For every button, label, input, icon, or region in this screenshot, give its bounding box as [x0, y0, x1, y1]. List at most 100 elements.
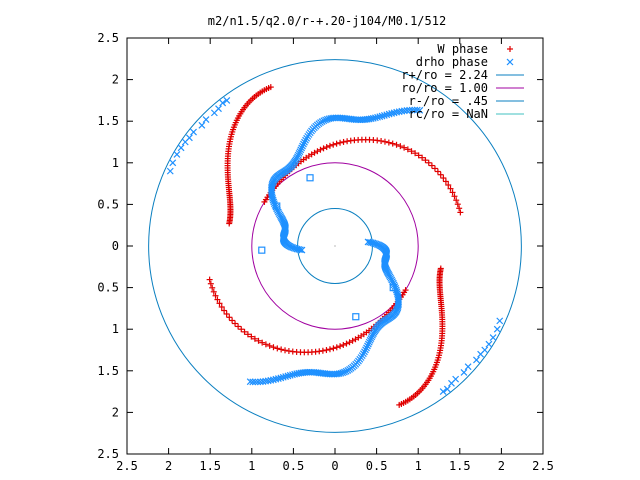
- w-phase-point: [210, 288, 217, 295]
- drho-phase-point: [477, 350, 485, 358]
- y-tick-label: 2.5: [97, 31, 119, 45]
- drho-phase-point: [198, 121, 206, 129]
- axis-ticks: 2.5 2 1.5 1 0.5 0 0.5 1 1.5 2 2.52.521.510.500.511…: [97, 31, 554, 473]
- y-tick-label: 0.5: [97, 281, 119, 295]
- w-phase-point: [337, 139, 344, 146]
- drho-phase-point: [439, 388, 447, 396]
- reference-circle: [148, 59, 522, 433]
- w-phase-point: [330, 141, 337, 148]
- drho-phase-point: [464, 363, 472, 371]
- legend-label: W phase: [437, 42, 488, 56]
- drho-phase-point: [367, 335, 375, 343]
- w-phase-point: [221, 307, 228, 314]
- w-phase-point: [434, 168, 441, 175]
- drho-phase-point: [390, 109, 398, 117]
- w-phase-point: [397, 143, 404, 150]
- drho-phase-point: [267, 376, 275, 384]
- y-tick-label: 1: [112, 156, 119, 170]
- reference-circles: [148, 59, 522, 433]
- w-phase-point: [447, 185, 454, 192]
- w-phase-point: [317, 146, 324, 153]
- drho-phase-point: [169, 159, 177, 167]
- drho-phase-point: [256, 378, 264, 386]
- drho-phase-point: [299, 142, 306, 150]
- drho-phase-point: [473, 356, 480, 364]
- w-phase-point: [326, 346, 333, 353]
- x-tick-label: 0.5: [366, 459, 388, 473]
- w-phase-point: [456, 205, 463, 212]
- w-phase-point: [226, 314, 233, 321]
- w-phase-point: [323, 347, 330, 354]
- drho-phase-point: [496, 317, 504, 325]
- w-phase-point: [326, 142, 333, 149]
- drho-phase-point: [406, 106, 414, 114]
- w-phase-point: [274, 345, 281, 352]
- w-phase-point: [349, 337, 356, 344]
- drho-phase-point: [269, 376, 277, 384]
- legend-label: r+/ro = 2.24: [401, 68, 488, 82]
- w-phase-point: [428, 162, 435, 169]
- w-phase-point: [453, 197, 460, 204]
- w-phase-point: [320, 145, 327, 152]
- w-phase-point: [378, 137, 385, 144]
- w-phase-point: [408, 148, 415, 155]
- drho-phase-point: [258, 246, 266, 254]
- drho-phase-point: [460, 369, 468, 376]
- w-phase-point: [206, 276, 213, 283]
- drho-phase-point: [177, 144, 185, 152]
- drho-phase-point: [295, 149, 303, 157]
- x-tick-label: 0.5: [283, 459, 305, 473]
- drho-phase-point: [395, 108, 403, 116]
- drho-phase-point: [380, 111, 388, 119]
- x-tick-label: 1: [248, 459, 255, 473]
- drho-phase-point: [413, 106, 421, 114]
- drho-phase-point: [388, 110, 396, 117]
- w-phase-point: [340, 341, 347, 348]
- drho-phase-point: [363, 344, 370, 352]
- w-phase-point: [340, 138, 347, 145]
- drho-phase-point: [274, 375, 282, 382]
- x-tick-label: 2: [498, 459, 505, 473]
- drho-phase-point: [254, 378, 262, 386]
- drho-phase-point: [300, 140, 307, 148]
- drho-phase-point: [202, 116, 210, 123]
- w-phase-point: [346, 339, 353, 346]
- y-tick-label: 0.5: [97, 197, 119, 211]
- y-tick-label: 1.5: [97, 114, 119, 128]
- w-phase-point: [235, 323, 242, 330]
- drho-phase-point: [366, 336, 374, 344]
- drho-phase-point: [408, 106, 416, 114]
- w-phase-point: [255, 337, 262, 344]
- w-phase-point: [244, 331, 251, 338]
- legend-label: r-/ro = .45: [409, 94, 488, 108]
- drho-phase-point: [393, 108, 401, 116]
- w-phase-point: [238, 326, 245, 333]
- drho-phase-point: [443, 385, 451, 393]
- w-phase-point: [285, 348, 292, 355]
- x-tick-label: 1: [415, 459, 422, 473]
- w-phase-point: [415, 152, 422, 159]
- drho-phase-point: [448, 379, 455, 387]
- drho-phase-point: [385, 110, 393, 118]
- w-phase-point: [425, 159, 432, 166]
- w-phase-point: [419, 154, 426, 161]
- reference-circle: [251, 162, 419, 330]
- w-phase-point: [270, 344, 277, 351]
- w-phase-point: [259, 339, 266, 346]
- data-markers: [166, 84, 504, 408]
- legend-label: drho phase: [416, 55, 488, 69]
- y-tick-label: 1: [112, 322, 119, 336]
- w-phase-point: [337, 343, 344, 350]
- w-phase-point: [422, 157, 429, 164]
- w-phase-point: [457, 209, 464, 216]
- w-phase-point: [214, 296, 221, 303]
- drho-phase-point: [215, 105, 222, 113]
- w-phase-point: [440, 175, 447, 182]
- drho-phase-point: [273, 202, 281, 210]
- drho-phase-point: [185, 134, 193, 142]
- x-tick-label: 2.5: [116, 459, 138, 473]
- w-phase-point: [267, 84, 274, 91]
- drho-phase-point: [166, 167, 174, 175]
- w-phase-point: [232, 320, 239, 327]
- drho-phase-point: [416, 106, 424, 114]
